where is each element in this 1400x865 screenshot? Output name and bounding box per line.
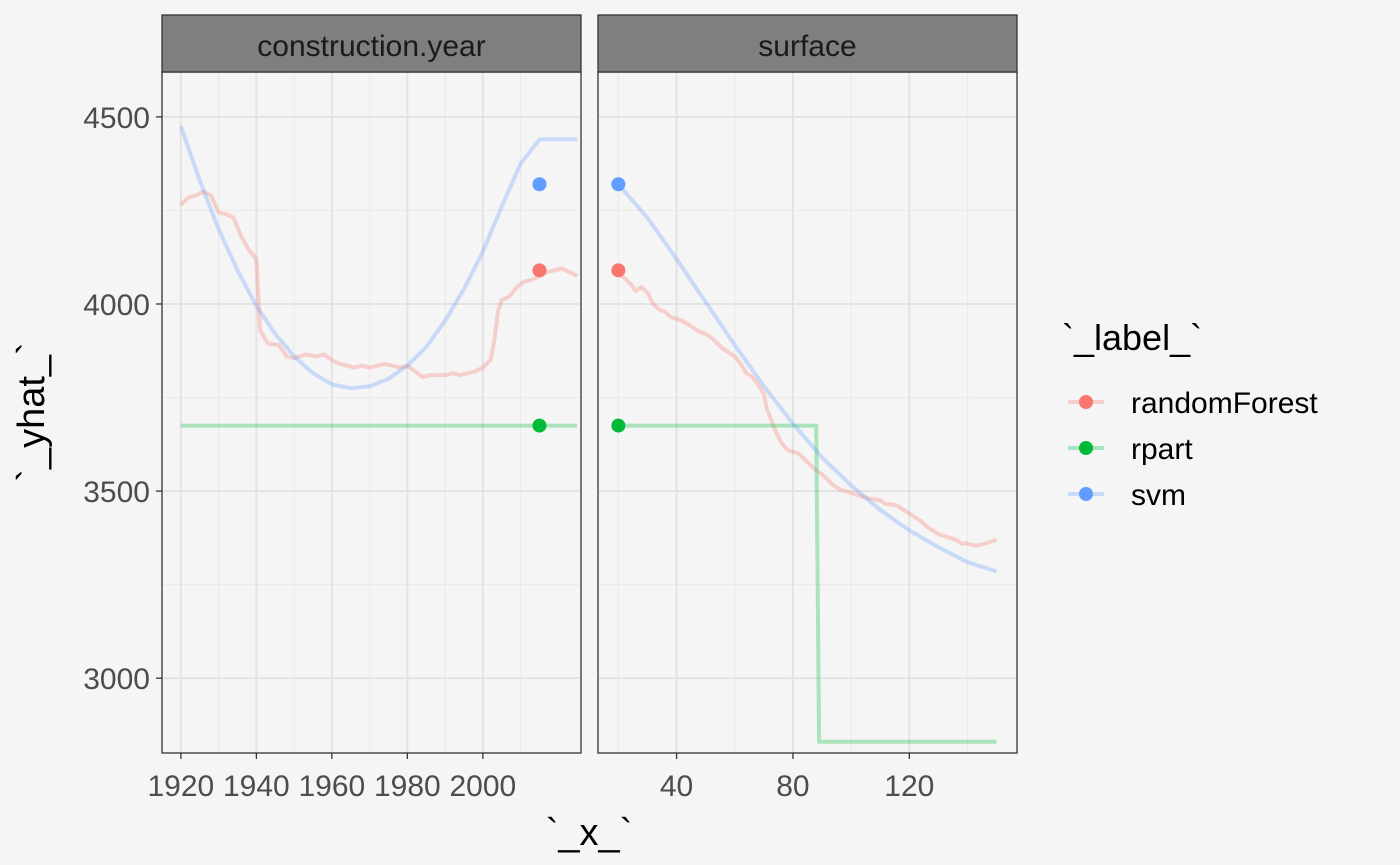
point-rpart — [532, 418, 547, 433]
strip-label: surface — [758, 30, 856, 63]
legend-key-point — [1079, 487, 1093, 501]
legend-label-randomforest: randomForest — [1131, 387, 1318, 420]
y-axis-title: `_yhat_` — [11, 342, 53, 481]
strip-background — [597, 14, 1018, 73]
legend-label-rpart: rpart — [1131, 433, 1193, 466]
legend: `_label_` randomForest rpart svm — [1062, 317, 1318, 512]
point-rpart — [611, 418, 626, 433]
point-randomforest — [611, 263, 626, 278]
panel-surface: surface 40 80 120 — [597, 14, 1018, 803]
x-axis-title: `_x_` — [546, 812, 633, 854]
point-randomforest — [532, 263, 547, 278]
legend-title: `_label_` — [1062, 317, 1202, 358]
x-tick-label: 1940 — [223, 770, 290, 803]
x-tick-label: 1920 — [147, 770, 214, 803]
y-tick-label: 4000 — [83, 289, 150, 322]
legend-key-point — [1079, 441, 1093, 455]
panel-construction-year: construction.year 1920 1940 1960 1980 2000 — [147, 14, 582, 803]
panel-background — [162, 72, 581, 753]
x-tick-label: 40 — [660, 770, 693, 803]
point-svm — [611, 177, 626, 192]
legend-key-point — [1079, 395, 1093, 409]
y-tick-label: 3500 — [83, 476, 150, 509]
x-tick-label: 80 — [776, 770, 809, 803]
series-line-svm — [179, 125, 578, 391]
x-tick-label: 1960 — [298, 770, 365, 803]
x-tick-label: 1980 — [374, 770, 441, 803]
strip-background — [161, 14, 582, 73]
y-axis: 3000 3500 4000 4500 — [83, 102, 162, 696]
y-tick-label: 3000 — [83, 663, 150, 696]
series-line-randomforest — [617, 272, 998, 548]
x-tick-label: 120 — [884, 770, 934, 803]
series-line-rpart — [618, 423, 997, 744]
legend-label-svm: svm — [1131, 479, 1186, 512]
x-tick-label: 2000 — [449, 770, 516, 803]
y-tick-label: 4500 — [83, 102, 150, 135]
series-line-randomforest — [179, 189, 579, 379]
point-svm — [532, 177, 547, 192]
strip-label: construction.year — [257, 30, 485, 63]
panel-background — [598, 72, 1017, 753]
series-line-svm — [616, 182, 998, 574]
